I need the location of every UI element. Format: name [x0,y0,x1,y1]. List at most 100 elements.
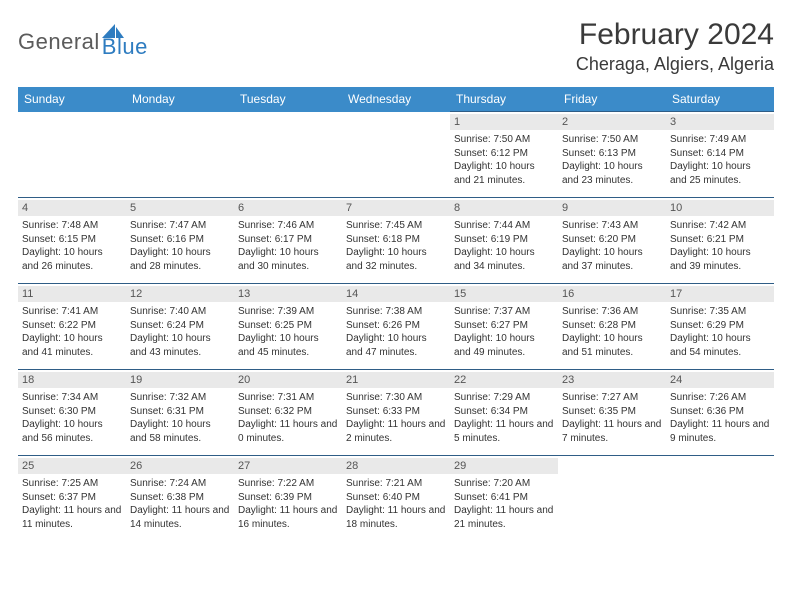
weekday-header: Monday [126,87,234,112]
day-number: 5 [126,200,234,216]
day-info: Sunrise: 7:44 AMSunset: 6:19 PMDaylight:… [454,219,554,273]
day-info: Sunrise: 7:27 AMSunset: 6:35 PMDaylight:… [562,391,662,445]
calendar-cell: 8 Sunrise: 7:44 AMSunset: 6:19 PMDaylight… [450,198,558,284]
calendar-cell: 4 Sunrise: 7:48 AMSunset: 6:15 PMDaylight… [18,198,126,284]
day-info: Sunrise: 7:22 AMSunset: 6:39 PMDaylight:… [238,477,338,531]
day-number: 15 [450,286,558,302]
day-number: 11 [18,286,126,302]
calendar-row: 4 Sunrise: 7:48 AMSunset: 6:15 PMDaylight… [18,198,774,284]
day-info: Sunrise: 7:41 AMSunset: 6:22 PMDaylight:… [22,305,122,359]
calendar-cell: 19 Sunrise: 7:32 AMSunset: 6:31 PMDayligh… [126,370,234,456]
weekday-header: Friday [558,87,666,112]
day-info: Sunrise: 7:20 AMSunset: 6:41 PMDaylight:… [454,477,554,531]
day-number: 7 [342,200,450,216]
logo-text-left: General [18,29,100,55]
day-info: Sunrise: 7:39 AMSunset: 6:25 PMDaylight:… [238,305,338,359]
day-number: 1 [450,114,558,130]
day-number: 13 [234,286,342,302]
day-info: Sunrise: 7:45 AMSunset: 6:18 PMDaylight:… [346,219,446,273]
day-number: 25 [18,458,126,474]
day-number: 19 [126,372,234,388]
day-info: Sunrise: 7:42 AMSunset: 6:21 PMDaylight:… [670,219,770,273]
calendar-row: 18Sunrise: 7:34 AMSunset: 6:30 PMDayligh… [18,370,774,456]
day-number: 17 [666,286,774,302]
day-info: Sunrise: 7:40 AMSunset: 6:24 PMDaylight:… [130,305,230,359]
calendar-cell [18,112,126,198]
day-info: Sunrise: 7:47 AMSunset: 6:16 PMDaylight:… [130,219,230,273]
logo: General Blue [18,18,148,60]
calendar-cell [234,112,342,198]
weekday-header: Thursday [450,87,558,112]
day-info: Sunrise: 7:38 AMSunset: 6:26 PMDaylight:… [346,305,446,359]
day-info: Sunrise: 7:46 AMSunset: 6:17 PMDaylight:… [238,219,338,273]
calendar-cell: 25 Sunrise: 7:25 AMSunset: 6:37 PMDayligh… [18,456,126,542]
day-number: 28 [342,458,450,474]
day-number: 21 [342,372,450,388]
weekday-header: Tuesday [234,87,342,112]
logo-text-right: Blue [102,34,148,60]
calendar-cell: 7 Sunrise: 7:45 AMSunset: 6:18 PMDaylight… [342,198,450,284]
calendar-cell: 14Sunrise: 7:38 AMSunset: 6:26 PMDayligh… [342,284,450,370]
day-info: Sunrise: 7:32 AMSunset: 6:31 PMDaylight:… [130,391,230,445]
calendar-row: 1 Sunrise: 7:50 AMSunset: 6:12 PMDaylight… [18,112,774,198]
calendar-cell: 12 Sunrise: 7:40 AMSunset: 6:24 PMDayligh… [126,284,234,370]
day-number: 23 [558,372,666,388]
location: Cheraga, Algiers, Algeria [576,54,774,75]
weekday-header: Saturday [666,87,774,112]
calendar-cell: 10 Sunrise: 7:42 AMSunset: 6:21 PMDayligh… [666,198,774,284]
day-number: 10 [666,200,774,216]
calendar-cell: 20 Sunrise: 7:31 AMSunset: 6:32 PMDayligh… [234,370,342,456]
month-title: February 2024 [576,18,774,52]
calendar-cell: 24 Sunrise: 7:26 AMSunset: 6:36 PMDayligh… [666,370,774,456]
calendar-cell [558,456,666,542]
day-number: 26 [126,458,234,474]
calendar-cell: 22 Sunrise: 7:29 AMSunset: 6:34 PMDayligh… [450,370,558,456]
day-number: 24 [666,372,774,388]
calendar-cell [666,456,774,542]
calendar-cell: 5 Sunrise: 7:47 AMSunset: 6:16 PMDaylight… [126,198,234,284]
title-block: February 2024 Cheraga, Algiers, Algeria [576,18,774,75]
day-info: Sunrise: 7:25 AMSunset: 6:37 PMDaylight:… [22,477,122,531]
calendar-cell: 27 Sunrise: 7:22 AMSunset: 6:39 PMDayligh… [234,456,342,542]
weekday-header: Wednesday [342,87,450,112]
day-info: Sunrise: 7:43 AMSunset: 6:20 PMDaylight:… [562,219,662,273]
calendar-cell: 3 Sunrise: 7:49 AMSunset: 6:14 PMDaylight… [666,112,774,198]
calendar-cell: 28 Sunrise: 7:21 AMSunset: 6:40 PMDayligh… [342,456,450,542]
calendar-cell: 29Sunrise: 7:20 AMSunset: 6:41 PMDayligh… [450,456,558,542]
weekday-header: Sunday [18,87,126,112]
calendar: SundayMondayTuesdayWednesdayThursdayFrid… [18,87,774,542]
calendar-cell: 26 Sunrise: 7:24 AMSunset: 6:38 PMDayligh… [126,456,234,542]
day-number: 16 [558,286,666,302]
day-info: Sunrise: 7:49 AMSunset: 6:14 PMDaylight:… [670,133,770,187]
day-info: Sunrise: 7:24 AMSunset: 6:38 PMDaylight:… [130,477,230,531]
day-number: 12 [126,286,234,302]
day-number: 20 [234,372,342,388]
day-number: 3 [666,114,774,130]
day-info: Sunrise: 7:31 AMSunset: 6:32 PMDaylight:… [238,391,338,445]
day-number: 27 [234,458,342,474]
header: General Blue February 2024 Cheraga, Algi… [18,18,774,75]
day-number: 8 [450,200,558,216]
calendar-cell: 18Sunrise: 7:34 AMSunset: 6:30 PMDayligh… [18,370,126,456]
weekday-row: SundayMondayTuesdayWednesdayThursdayFrid… [18,87,774,112]
day-number: 18 [18,372,126,388]
calendar-cell [126,112,234,198]
day-number: 6 [234,200,342,216]
day-info: Sunrise: 7:26 AMSunset: 6:36 PMDaylight:… [670,391,770,445]
calendar-cell: 1 Sunrise: 7:50 AMSunset: 6:12 PMDaylight… [450,112,558,198]
day-info: Sunrise: 7:50 AMSunset: 6:12 PMDaylight:… [454,133,554,187]
day-number: 4 [18,200,126,216]
calendar-row: 25 Sunrise: 7:25 AMSunset: 6:37 PMDayligh… [18,456,774,542]
day-info: Sunrise: 7:30 AMSunset: 6:33 PMDaylight:… [346,391,446,445]
calendar-body: 1 Sunrise: 7:50 AMSunset: 6:12 PMDaylight… [18,112,774,542]
day-info: Sunrise: 7:48 AMSunset: 6:15 PMDaylight:… [22,219,122,273]
day-info: Sunrise: 7:21 AMSunset: 6:40 PMDaylight:… [346,477,446,531]
calendar-cell: 21 Sunrise: 7:30 AMSunset: 6:33 PMDayligh… [342,370,450,456]
day-info: Sunrise: 7:35 AMSunset: 6:29 PMDaylight:… [670,305,770,359]
calendar-cell: 23 Sunrise: 7:27 AMSunset: 6:35 PMDayligh… [558,370,666,456]
day-info: Sunrise: 7:29 AMSunset: 6:34 PMDaylight:… [454,391,554,445]
day-number: 22 [450,372,558,388]
calendar-cell: 2Sunrise: 7:50 AMSunset: 6:13 PMDaylight… [558,112,666,198]
calendar-cell: 16Sunrise: 7:36 AMSunset: 6:28 PMDayligh… [558,284,666,370]
calendar-row: 11 Sunrise: 7:41 AMSunset: 6:22 PMDayligh… [18,284,774,370]
